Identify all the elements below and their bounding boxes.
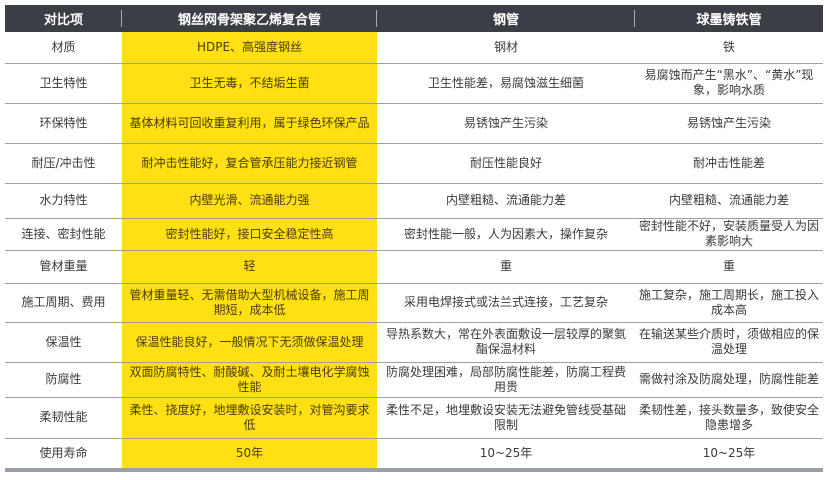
table-cell: 柔韧性差，接头数量多，致使安全隐患增多 (635, 397, 823, 439)
table-cell: 易锈蚀产生污染 (377, 103, 635, 144)
table-cell: 耐压性能良好 (377, 143, 635, 184)
row-label: 环保特性 (5, 103, 122, 144)
table-row: 卫生特性 卫生无毒，不结垢生菌 卫生性能差，易腐蚀滋生细菌 易腐蚀而产生“黑水”、“黄… (5, 63, 823, 104)
table-cell: 导热系数大，常在外表面敷设一层较厚的聚氨酯保温材料 (377, 322, 635, 363)
table-cell: 需做衬涂及防腐处理，防腐性能差 (635, 362, 823, 398)
table-cell: 10~25年 (635, 438, 823, 472)
row-label: 柔韧性能 (5, 397, 122, 439)
table-cell: 双面防腐特性、耐酸碱、及耐土壤电化学腐蚀性能 (122, 362, 377, 398)
table-cell: 采用电焊接式或法兰式连接，工艺复杂 (377, 283, 635, 323)
table-cell: 10~25年 (377, 438, 635, 472)
table-row: 施工周期、费用 管材重量轻、无需借助大型机械设备，施工周期短，成本低 采用电焊接式或… (5, 283, 823, 323)
table-cell: 内壁光滑、流通能力强 (122, 183, 377, 219)
table-row: 水力特性 内壁光滑、流通能力强 内壁粗糙、流通能力差 内壁粗糙、流通能力差 (5, 183, 823, 219)
table-row: 连接、密封性能 密封性能好，接口安全稳定性高 密封性能一般，人为因素大，操作复杂 密封… (5, 218, 823, 251)
table-cell: 铁 (635, 32, 823, 64)
table-row: 防腐性 双面防腐特性、耐酸碱、及耐土壤电化学腐蚀性能 防腐处理困难，局部防腐性能差，… (5, 362, 823, 398)
header-label: 球墨铸铁管 (696, 13, 762, 28)
header-cell: 球墨铸铁管 (635, 5, 823, 32)
row-label: 防腐性 (5, 362, 122, 398)
table-row: 保温性 保温性能良好，一般情况下无须做保温处理 导热系数大，常在外表面敷设一层较厚的… (5, 322, 823, 363)
table-cell: 保温性能良好，一般情况下无须做保温处理 (122, 322, 377, 363)
row-label: 施工周期、费用 (5, 283, 122, 323)
table-cell: 内壁粗糙、流通能力差 (635, 183, 823, 219)
table-cell: 柔性不足，地埋敷设安装无法避免管线受基础限制 (377, 397, 635, 439)
header-label: 对比项 (43, 13, 83, 28)
row-label: 管材重量 (5, 250, 122, 284)
header-cell: 对比项 (5, 5, 122, 32)
header-row: 对比项 钢丝网骨架聚乙烯复合管 钢管 球墨铸铁管 (5, 5, 823, 32)
header-separator (634, 10, 635, 27)
table-row: 耐压/冲击性 耐冲击性能好，复合管承压能力接近钢管 耐压性能良好 耐冲击性能差 (5, 143, 823, 184)
table-cell: 易腐蚀而产生“黑水”、“黄水”现象，影响水质 (635, 63, 823, 104)
table-cell: 密封性能好，接口安全稳定性高 (122, 218, 377, 251)
row-label: 保温性 (5, 322, 122, 363)
row-label: 卫生特性 (5, 63, 122, 104)
table-cell: 50年 (122, 438, 377, 472)
table-cell: 重 (377, 250, 635, 284)
header-cell: 钢管 (377, 5, 635, 32)
table-row: 环保特性 基体材料可回收重复利用，属于绿色环保产品 易锈蚀产生污染 易锈蚀产生污染 (5, 103, 823, 144)
row-label: 材质 (5, 32, 122, 64)
table-cell: 施工复杂，施工周期长，施工投入成本高 (635, 283, 823, 323)
table-cell: 基体材料可回收重复利用，属于绿色环保产品 (122, 103, 377, 144)
table-row: 柔韧性能 柔性、挠度好，地埋敷设安装时，对管沟要求低 柔性不足，地埋敷设安装无法避免… (5, 397, 823, 439)
table-cell: 防腐处理困难，局部防腐性能差，防腐工程费用贵 (377, 362, 635, 398)
table-cell: 易锈蚀产生污染 (635, 103, 823, 144)
table-row: 管材重量轻重重 (5, 250, 823, 284)
comparison-table: 对比项 钢丝网骨架聚乙烯复合管 钢管 球墨铸铁管 材质 HDPE、高强度钢丝 钢材铁… (5, 5, 823, 472)
table-cell: 钢材 (377, 32, 635, 64)
row-label: 使用寿命 (5, 438, 122, 472)
row-label: 水力特性 (5, 183, 122, 219)
table-cell: 重 (635, 250, 823, 284)
table-cell: 轻 (122, 250, 377, 284)
table-cell: 管材重量轻、无需借助大型机械设备，施工周期短，成本低 (122, 283, 377, 323)
header-separator (376, 10, 377, 27)
table-cell: 卫生无毒，不结垢生菌 (122, 63, 377, 104)
header-cell: 钢丝网骨架聚乙烯复合管 (122, 5, 377, 32)
table-cell: 密封性能一般，人为因素大，操作复杂 (377, 218, 635, 251)
table-cell: HDPE、高强度钢丝 (122, 32, 377, 64)
table-row: 材质 HDPE、高强度钢丝 钢材铁 (5, 32, 823, 64)
row-label: 连接、密封性能 (5, 218, 122, 251)
table-cell: 柔性、挠度好，地埋敷设安装时，对管沟要求低 (122, 397, 377, 439)
table-cell: 在输送某些介质时，须做相应的保温处理 (635, 322, 823, 363)
header-separator (121, 10, 122, 27)
header-label: 钢管 (492, 13, 519, 28)
table-cell: 耐冲击性能好，复合管承压能力接近钢管 (122, 143, 377, 184)
table-cell: 内壁粗糙、流通能力差 (377, 183, 635, 219)
row-label: 耐压/冲击性 (5, 143, 122, 184)
table-row: 使用寿命 50年 10~25年 10~25年 (5, 438, 823, 472)
table-cell: 耐冲击性能差 (635, 143, 823, 184)
header-label: 钢丝网骨架聚乙烯复合管 (177, 13, 321, 28)
table-cell: 密封性能不好，安装质量受人为因素影响大 (635, 218, 823, 251)
table-cell: 卫生性能差，易腐蚀滋生细菌 (377, 63, 635, 104)
